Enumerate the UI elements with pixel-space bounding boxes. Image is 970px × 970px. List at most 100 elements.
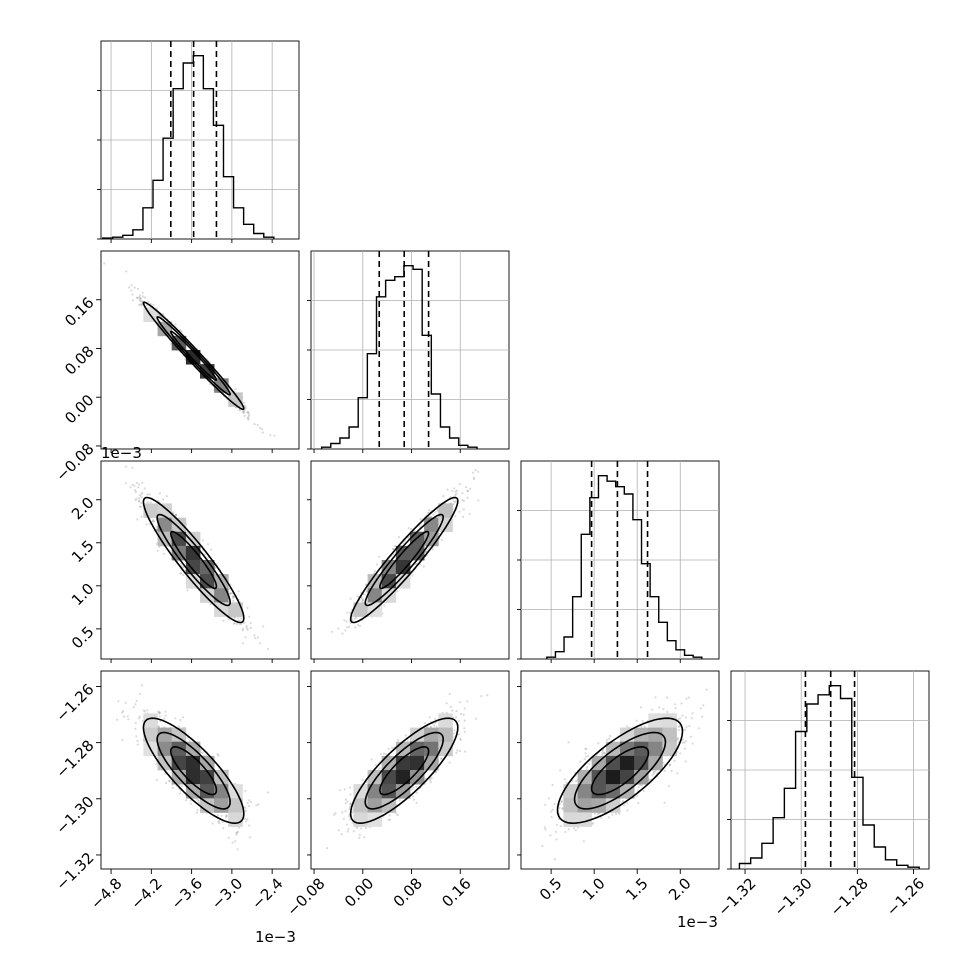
sample-point xyxy=(141,481,144,484)
contour-level xyxy=(349,496,459,624)
sample-point xyxy=(603,752,606,755)
sample-point xyxy=(406,739,409,742)
density-cell xyxy=(200,770,215,785)
sample-point xyxy=(196,809,199,812)
sample-point xyxy=(358,836,361,839)
sample-point xyxy=(601,751,604,755)
sample-point xyxy=(246,417,249,420)
y-tick-label: −0.08 xyxy=(52,440,97,485)
contour-level xyxy=(364,513,445,607)
sample-point xyxy=(356,595,359,598)
sample-point xyxy=(241,629,244,632)
sample-point xyxy=(217,821,220,824)
sample-point xyxy=(390,746,394,749)
sample-point xyxy=(197,800,200,803)
sample-point xyxy=(248,836,251,839)
sample-point xyxy=(344,629,347,632)
y-tick-label: 0.16 xyxy=(61,294,97,330)
sample-point xyxy=(567,828,570,831)
sample-point xyxy=(234,387,237,391)
sample-point xyxy=(148,493,151,496)
sample-point xyxy=(396,814,399,817)
sample-point xyxy=(136,739,139,743)
histogram-panel-0 xyxy=(97,40,300,240)
sample-point xyxy=(178,792,181,795)
sample-point xyxy=(680,702,683,705)
density-cell xyxy=(662,713,677,728)
sample-point xyxy=(429,781,432,784)
sample-point xyxy=(189,799,192,802)
sample-point xyxy=(440,538,444,542)
sample-point xyxy=(615,812,618,816)
x-tick-label: −1.32 xyxy=(714,874,759,919)
sample-point xyxy=(679,752,682,755)
sample-point xyxy=(466,490,470,493)
sample-point xyxy=(247,411,250,415)
sample-point xyxy=(475,717,478,720)
sample-point xyxy=(139,298,142,301)
sample-point xyxy=(575,780,578,783)
density-cell xyxy=(185,545,201,561)
sample-point xyxy=(433,724,436,727)
sample-point xyxy=(351,821,354,824)
sample-point xyxy=(559,825,562,828)
sample-point xyxy=(249,622,252,625)
sample-point xyxy=(480,695,483,698)
sample-point xyxy=(247,804,250,808)
contour-level xyxy=(142,301,245,411)
sample-point xyxy=(131,293,134,296)
x-tick-label: −1.26 xyxy=(883,874,928,919)
sample-point xyxy=(387,747,390,750)
sample-point xyxy=(103,262,106,265)
sample-point xyxy=(434,510,437,514)
sample-point xyxy=(565,781,568,784)
sample-point xyxy=(174,323,177,326)
sample-point xyxy=(136,297,139,300)
sample-point xyxy=(216,814,220,817)
sample-point xyxy=(429,515,432,519)
sample-point xyxy=(564,830,567,834)
sample-point xyxy=(411,788,414,791)
sample-point xyxy=(225,814,228,817)
sample-point xyxy=(146,493,149,496)
sample-point xyxy=(244,405,247,408)
y-tick-label: −1.32 xyxy=(52,849,97,894)
sample-point xyxy=(236,830,240,834)
sample-point xyxy=(234,840,237,843)
contour-level xyxy=(364,731,445,810)
sample-point xyxy=(415,801,418,804)
sample-point xyxy=(243,414,246,417)
sample-point xyxy=(584,747,587,750)
sample-point xyxy=(124,701,127,704)
sample-point xyxy=(326,847,329,850)
sample-point xyxy=(431,548,434,551)
sample-point xyxy=(415,791,419,794)
sample-point xyxy=(177,725,180,728)
sample-point xyxy=(453,729,456,732)
sample-point xyxy=(139,303,142,306)
sample-point xyxy=(551,808,554,811)
sample-point xyxy=(243,404,246,407)
sample-point xyxy=(361,597,364,600)
sample-point xyxy=(241,627,244,630)
sample-point xyxy=(429,725,432,728)
sample-point xyxy=(670,769,673,773)
sample-point xyxy=(256,423,259,427)
density-cell xyxy=(648,727,663,743)
sample-point xyxy=(705,688,708,691)
density-cell xyxy=(228,602,243,617)
sample-point xyxy=(541,844,544,848)
sample-point xyxy=(140,300,143,303)
sample-point xyxy=(360,827,363,830)
sample-point xyxy=(248,824,251,827)
sample-point xyxy=(180,330,183,333)
sample-point xyxy=(218,819,221,822)
sample-point xyxy=(640,784,643,787)
sample-point xyxy=(341,632,344,635)
sample-point xyxy=(122,715,125,718)
sample-point xyxy=(209,603,212,606)
sample-point xyxy=(138,296,141,299)
sample-point xyxy=(353,617,356,620)
sample-point xyxy=(222,619,225,622)
sample-point xyxy=(346,611,349,614)
